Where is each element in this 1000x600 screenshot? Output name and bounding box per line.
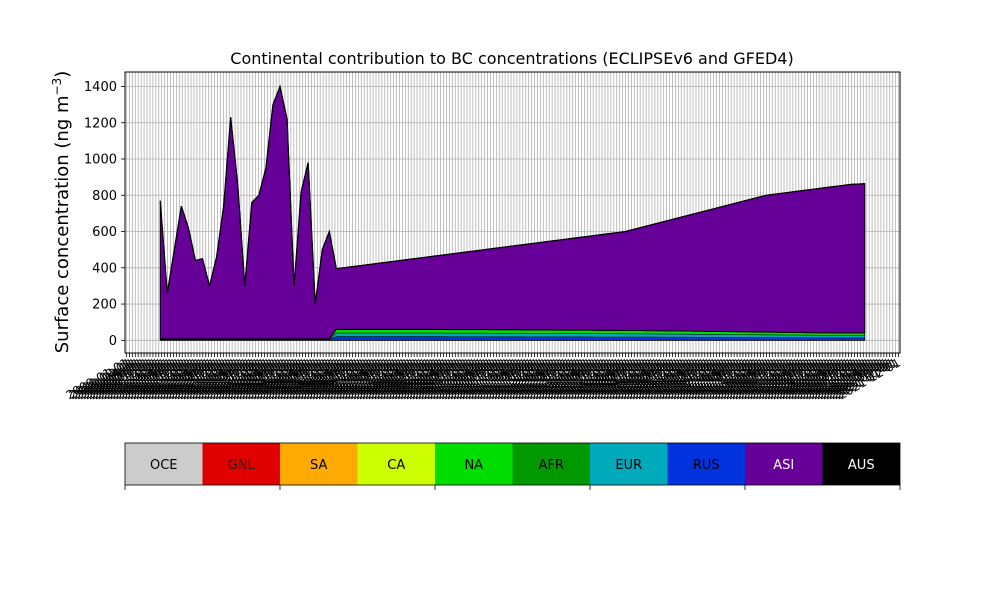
y-axis-label-main: Surface concentration (ng m: [52, 95, 73, 353]
y-axis-ticks: 0 200 400 600 800 1000 1200 1400: [84, 80, 125, 349]
legend-label-aus: AUS: [848, 458, 875, 473]
legend-swatch-afr: [512, 443, 590, 485]
legend-label-rus: RUS: [693, 458, 720, 473]
legend-frame: [124, 442, 901, 486]
stacked-area-layer: [159, 84, 866, 341]
legend-swatch-eur: [590, 443, 668, 485]
plot-frame: [124, 71, 901, 354]
plot-area: 0 200 400 600 800 1000 1200 1400 2000-01-012000…: [64, 71, 903, 402]
y-axis-label: Surface concentration (ng m−3): [50, 71, 73, 354]
legend-swatch-gnl: [202, 443, 280, 485]
legend-swatch-asi: [745, 443, 823, 485]
legend-swatch-sa: [280, 443, 358, 485]
y-tick-label: 200: [92, 298, 117, 313]
y-tick-label: 1200: [84, 116, 117, 131]
legend-swatch-rus: [667, 443, 745, 485]
y-tick-label: 600: [92, 225, 117, 240]
y-tick-label: 1400: [84, 80, 117, 95]
legend-label-oce: OCE: [150, 458, 178, 473]
legend-label-ca: CA: [387, 458, 405, 473]
y-tick-label: 400: [92, 261, 117, 276]
y-tick-label: 800: [92, 189, 117, 204]
legend-label-gnl: GNL: [228, 458, 256, 473]
legend-swatch-ca: [357, 443, 435, 485]
legend-swatch-na: [435, 443, 513, 485]
region-band-area: [159, 336, 866, 341]
y-tick-label: 0: [109, 334, 117, 349]
total-concentration-line: [159, 84, 865, 305]
legend-label-asi: ASI: [773, 458, 794, 473]
y-axis-label-close: ): [52, 71, 73, 78]
legend-swatch-oce: [125, 443, 203, 485]
legend-label-eur: EUR: [615, 458, 642, 473]
y-axis-label-exponent: −3: [50, 78, 64, 96]
legend-label-sa: SA: [310, 458, 327, 473]
chart-title: Continental contribution to BC concentra…: [230, 49, 793, 68]
region-colorbar: OCE GNL SA CA NA AFR EUR RUS ASI AUS: [124, 442, 901, 490]
legend-label-afr: AFR: [539, 458, 564, 473]
legend-label-na: NA: [464, 458, 483, 473]
y-tick-label: 1000: [84, 153, 117, 168]
legend-swatch-aus: [822, 443, 900, 485]
x-axis-ticks: 2000-01-012000-02-012000-03-012000-04-01…: [64, 353, 903, 402]
